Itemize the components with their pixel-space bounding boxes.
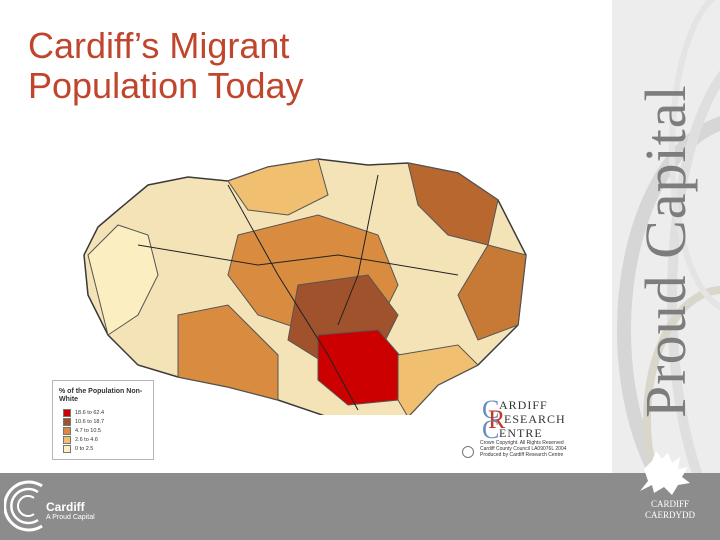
dragon-icon <box>640 451 690 495</box>
copyright-line: Crown Copyright. All Rights Reserved <box>480 440 564 446</box>
legend-swatch <box>63 417 71 426</box>
decorative-arc-panel <box>612 0 720 473</box>
copyright-line: Cardiff County Council LA09076L 2004 <box>480 446 567 452</box>
legend-item: 2.6 to 4.6 <box>63 435 104 444</box>
council-name: CARDIFF CAERDYDD <box>628 499 712 521</box>
cardiff-map <box>83 158 527 415</box>
footer-tagline: A Proud Capital <box>46 514 95 521</box>
crown-icon <box>462 446 474 458</box>
page-title: Cardiff’s Migrant Population Today <box>28 26 408 106</box>
legend-items: 18.6 to 62.4 10.6 to 18.7 4.7 to 10.5 2.… <box>63 408 104 453</box>
copyright-text: Crown Copyright. All Rights Reserved Car… <box>480 440 584 458</box>
map-zone-south <box>397 344 479 415</box>
map-road-2 <box>227 184 359 411</box>
cardiff-arc-icon <box>4 480 43 532</box>
legend-label: 0 to 2.5 <box>75 445 94 452</box>
legend-swatch <box>63 426 71 435</box>
legend-swatch <box>63 408 71 417</box>
legend-title: % of the Population Non-White <box>59 388 143 403</box>
legend-item: 0 to 2.5 <box>63 444 104 453</box>
logo-letter-r: R <box>488 405 506 434</box>
map-road-3 <box>337 174 379 326</box>
map-zone-west <box>87 224 159 336</box>
footer-brand: Cardiff <box>46 500 85 514</box>
map-zone-east <box>457 244 527 341</box>
logo-word-entre: ENTRE <box>499 426 543 440</box>
copyright-line: Produced by Cardiff Research Centre <box>480 452 564 458</box>
logo-letter-c: C <box>482 395 500 424</box>
logo-word-ardiff: ARDIFF <box>499 398 548 412</box>
copyright-notice: Crown Copyright. All Rights Reserved Car… <box>460 438 586 472</box>
vertical-title: Proud Capital <box>633 84 698 418</box>
legend-swatch <box>63 435 71 444</box>
legend-swatch <box>63 444 71 453</box>
legend-item: 4.7 to 10.5 <box>63 426 104 435</box>
map-zone-southwest <box>177 304 279 401</box>
title-line-1: Cardiff’s Migrant <box>28 25 290 66</box>
legend-label: 18.6 to 62.4 <box>75 409 105 416</box>
council-name-en: CARDIFF <box>650 499 689 509</box>
legend-label: 10.6 to 18.7 <box>75 418 105 425</box>
map-legend: % of the Population Non-White 18.6 to 62… <box>52 380 154 460</box>
logo-word-esearch: ESEARCH <box>504 412 566 426</box>
research-centre-logo: C ARDIFF R ESEARCH C ENTRE <box>482 395 587 443</box>
legend-item: 18.6 to 62.4 <box>63 408 104 417</box>
map-road-1 <box>137 244 459 276</box>
legend-label: 2.6 to 4.6 <box>75 436 98 443</box>
council-name-cy: CAERDYDD <box>644 510 695 520</box>
map-zone-north <box>227 158 329 216</box>
logo-letter-c2: C <box>482 415 500 444</box>
legend-item: 10.6 to 18.7 <box>63 417 104 426</box>
title-line-2: Population Today <box>28 65 304 106</box>
footer-bar <box>0 473 720 540</box>
legend-label: 4.7 to 10.5 <box>75 427 101 434</box>
